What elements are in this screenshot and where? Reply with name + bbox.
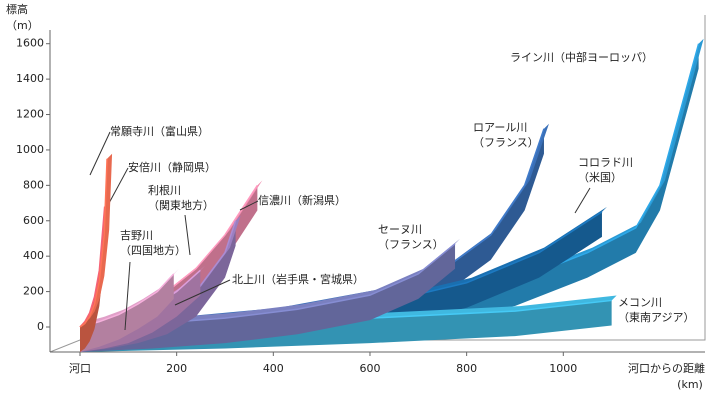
y-tick-label: 800 — [23, 178, 44, 191]
leader-line — [107, 167, 129, 206]
river-line — [79, 158, 108, 328]
series-label: 利根川 （関東地方） — [148, 184, 214, 212]
y-tick-label: 1400 — [16, 72, 44, 85]
x-axis-title: 河口からの距離 — [628, 361, 705, 375]
x-tick-label: 200 — [166, 362, 187, 375]
river-line — [79, 206, 106, 328]
series-label: コロラド川 （米国） — [578, 156, 633, 184]
ribbon-top — [80, 238, 461, 327]
series-label: ライン川（中部ヨーロッパ） — [510, 51, 653, 64]
leader-line — [174, 279, 231, 306]
y-tick-label: 0 — [37, 320, 44, 333]
series-label: メコン川 （東南アジア） — [618, 296, 695, 324]
y-tick-label: 1600 — [16, 37, 44, 50]
y-axis-title: 標高 — [6, 2, 28, 16]
x-tick-label: 800 — [456, 362, 477, 375]
series-label: セーヌ川 （フランス） — [378, 223, 444, 251]
series-label: 吉野川 （四国地方） — [120, 229, 186, 257]
river-line — [79, 273, 175, 328]
leader-line — [574, 187, 591, 214]
series-label: 信濃川（新潟県） — [258, 194, 346, 207]
leader-line — [124, 261, 131, 331]
x-tick-label: 400 — [263, 362, 284, 375]
ribbon-top — [80, 206, 607, 327]
y-axis-title: （m） — [6, 19, 39, 32]
leader-line — [239, 200, 259, 211]
y-tick-label: 1000 — [16, 143, 44, 156]
series-label: 安倍川（静岡県） — [128, 161, 216, 174]
series-label: ロアール川 （フランス） — [473, 121, 539, 149]
series-label: 北上川（岩手県・宮城県） — [232, 273, 364, 286]
ribbon-side — [80, 158, 108, 352]
y-tick-label: 200 — [23, 285, 44, 298]
ribbon-top — [80, 153, 113, 327]
x-axis-title: (km) — [677, 378, 703, 391]
x-tick-label: 河口 — [69, 362, 91, 375]
y-tick-label: 400 — [23, 249, 44, 262]
y-tick-label: 1200 — [16, 108, 44, 121]
y-tick-label: 600 — [23, 214, 44, 227]
ribbon-side — [80, 43, 699, 353]
series-label: 常願寺川（富山県） — [110, 125, 209, 138]
x-tick-label: 1000 — [549, 362, 577, 375]
leader-line — [184, 214, 191, 256]
x-tick-label: 600 — [359, 362, 380, 375]
leader-line — [89, 131, 111, 176]
ribbon-side — [80, 273, 174, 352]
